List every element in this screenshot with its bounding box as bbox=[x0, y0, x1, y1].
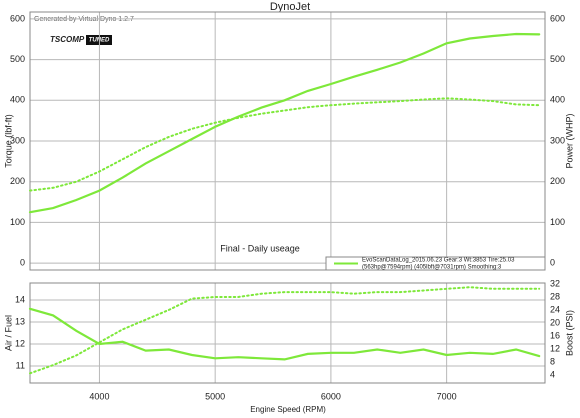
y-tick-label: 600 bbox=[10, 13, 25, 23]
y-tick-label: 300 bbox=[10, 135, 25, 145]
y2-tick-label: 4 bbox=[550, 369, 555, 379]
series-line bbox=[28, 307, 541, 361]
y-tick-label: 200 bbox=[10, 176, 25, 186]
y2-tick-label: 200 bbox=[550, 176, 565, 186]
x-tick-label: 4000 bbox=[89, 391, 109, 401]
y2-tick-label: 300 bbox=[550, 135, 565, 145]
y2-tick-label: 100 bbox=[550, 217, 565, 227]
y-axis-title: Torque (lbf-ft) bbox=[3, 114, 13, 168]
y2-tick-label: 400 bbox=[550, 95, 565, 105]
y2-axis-title: Boost (PSI) bbox=[564, 310, 574, 356]
x-tick-label: 7000 bbox=[437, 391, 457, 401]
plot-frame bbox=[29, 282, 546, 384]
y-tick-label: 12 bbox=[15, 338, 25, 348]
legend-text: EvoScanDataLog_2015.06.23 Gear:3 Wt:3853… bbox=[362, 258, 515, 264]
y-tick-label: 400 bbox=[10, 95, 25, 105]
y2-tick-label: 600 bbox=[550, 13, 565, 23]
annotation: Final - Daily useage bbox=[220, 243, 300, 253]
y-axis-title: Air / Fuel bbox=[3, 315, 13, 351]
x-tick-label: 6000 bbox=[321, 391, 341, 401]
chart-title: DynoJet bbox=[270, 1, 310, 13]
y-tick-label: 14 bbox=[15, 294, 25, 304]
y2-tick-label: 20 bbox=[550, 317, 560, 327]
x-axis-title: Engine Speed (RPM) bbox=[250, 405, 326, 414]
y2-axis-title: Power (WHP) bbox=[564, 113, 574, 168]
y-tick-label: 0 bbox=[20, 257, 25, 267]
series-line bbox=[29, 97, 541, 192]
y2-tick-label: 12 bbox=[550, 343, 560, 353]
y2-tick-label: 24 bbox=[550, 304, 560, 314]
logo-text: TSCOMP bbox=[50, 35, 85, 44]
y-tick-label: 13 bbox=[15, 316, 25, 326]
y2-tick-label: 28 bbox=[550, 291, 560, 301]
y2-tick-label: 16 bbox=[550, 330, 560, 340]
x-tick-label: 5000 bbox=[205, 391, 225, 401]
series-line bbox=[29, 286, 541, 375]
legend-text: (563hp@7594rpm) (405lbft@7031rpm) Smooth… bbox=[362, 265, 502, 271]
y-tick-label: 11 bbox=[16, 360, 25, 370]
y-tick-label: 100 bbox=[10, 217, 25, 227]
legend-box bbox=[325, 256, 546, 271]
y-tick-label: 500 bbox=[10, 54, 25, 64]
plot-frame bbox=[29, 11, 546, 271]
y2-tick-label: 32 bbox=[550, 278, 560, 288]
y2-tick-label: 8 bbox=[550, 356, 555, 366]
y2-tick-label: 0 bbox=[550, 257, 555, 267]
series-line bbox=[28, 32, 541, 214]
y2-tick-label: 500 bbox=[550, 54, 565, 64]
